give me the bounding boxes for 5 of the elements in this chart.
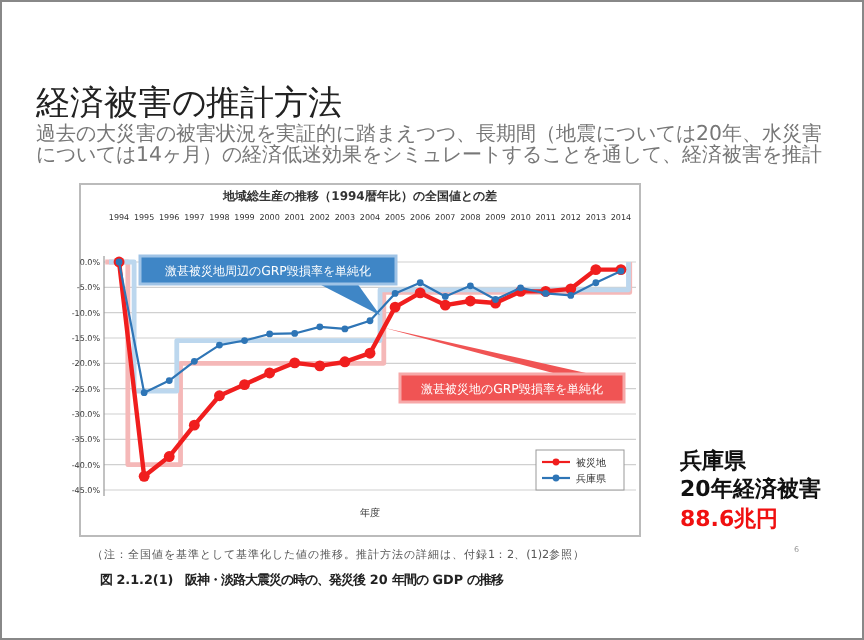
text: 20年経済被害 [680,476,821,502]
text: 過去の大災害の被害状況を実証的に踏まえつつ、長期間（地震については20年、水災害については14ヶ月）の経済低迷効果をシミュレートすることを通して、経済被害を推計 [36,122,822,167]
text: 経済被害の推計方法 [34,84,342,124]
text: 88.6兆円 [680,506,779,532]
text: 兵庫県 [678,448,748,474]
